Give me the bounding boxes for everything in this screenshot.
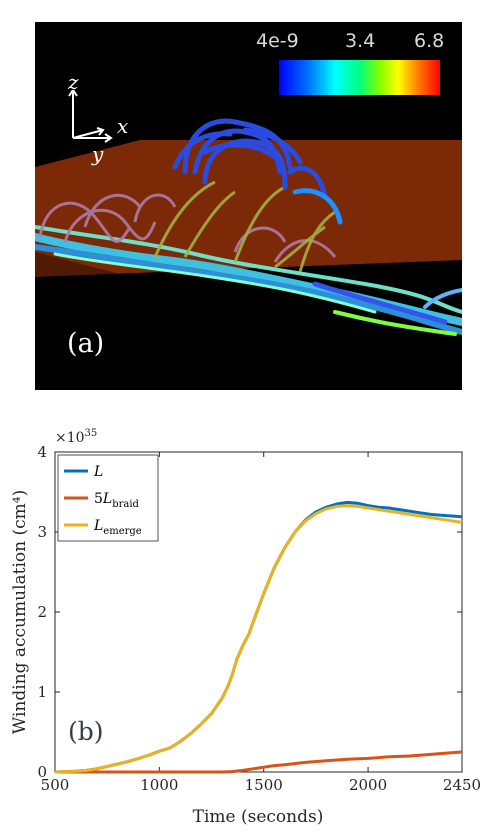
colorbar-max-label: 6.8 [414,30,445,52]
axis-triad [68,90,113,143]
x-tick-label: 2450 [443,776,481,794]
series-line-2 [54,504,463,774]
series-layer [54,500,463,774]
field-line-render [35,118,462,362]
left-loops [38,193,337,263]
field-line-render-panel: 4e-9 3.4 6.8 z x y (a) [35,22,462,390]
colorbar-mid-label: 3.4 [345,30,376,52]
axis-y-label: y [92,142,104,166]
axis-ticks: 500 1000 1500 2000 2450 0 1 2 3 4 [37,443,481,794]
y-tick-label: 2 [37,603,47,621]
x-tick-label: 1000 [140,776,178,794]
y-tick-label: 1 [37,683,47,701]
y-tick-label: 4 [37,443,47,461]
panel-a-label: (a) [67,328,105,359]
winding-chart-panel: 500 1000 1500 2000 2450 0 1 2 3 4 ×1035 Time (sec… [0,420,496,837]
y-tick-label: 0 [37,763,47,781]
y-tick-label: 3 [37,523,47,541]
lower-field-lines [35,225,462,336]
x-tick-label: 500 [41,776,70,794]
middle-strands [153,180,336,273]
upper-field-tangle [172,118,343,225]
series-line-1 [55,750,463,774]
y-axis-title: Winding accumulation (cm⁴) [10,490,30,734]
y-exponent-label: ×1035 [55,428,97,446]
colorbar-min-label: 4e-9 [256,30,299,52]
legend-label-L: L [93,464,103,480]
x-axis-title: Time (seconds) [193,807,324,827]
colorbar [279,60,440,95]
x-tick-label: 1500 [245,776,283,794]
legend: L 5Lbraid Lemerge [57,454,159,542]
plane-shadow [35,252,462,362]
panel-b-label: (b) [68,717,104,746]
axis-z-label: z [68,70,79,94]
winding-chart: 500 1000 1500 2000 2450 0 1 2 3 4 ×1035 Time (sec… [10,428,481,827]
legend-label-Lemerge: Lemerge [93,518,142,537]
axis-x-label: x [117,114,129,138]
x-tick-label: 2000 [349,776,387,794]
